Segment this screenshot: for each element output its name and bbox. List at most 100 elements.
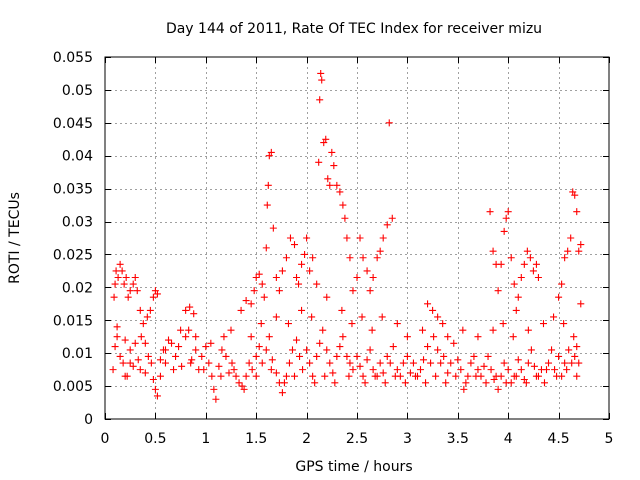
data-point bbox=[265, 333, 273, 341]
data-point bbox=[427, 359, 435, 367]
data-point bbox=[323, 346, 331, 354]
data-point bbox=[110, 293, 118, 301]
data-point bbox=[356, 234, 364, 242]
data-point bbox=[136, 306, 144, 314]
data-point bbox=[388, 214, 396, 222]
data-point bbox=[186, 303, 194, 311]
data-point bbox=[258, 359, 266, 367]
data-point bbox=[500, 227, 508, 235]
data-point bbox=[242, 372, 250, 380]
data-point bbox=[447, 359, 455, 367]
data-point bbox=[242, 297, 250, 305]
data-point bbox=[165, 336, 173, 344]
data-point bbox=[122, 273, 130, 281]
data-point bbox=[336, 188, 344, 196]
data-point bbox=[494, 385, 502, 393]
data-point bbox=[551, 366, 559, 374]
data-point bbox=[577, 241, 585, 249]
data-point bbox=[339, 201, 347, 209]
data-point bbox=[548, 346, 556, 354]
data-point bbox=[293, 273, 301, 281]
data-point bbox=[539, 320, 547, 328]
data-point bbox=[137, 333, 145, 341]
data-point bbox=[389, 343, 397, 351]
data-point bbox=[361, 379, 369, 387]
data-point bbox=[406, 369, 414, 377]
data-point bbox=[129, 362, 137, 370]
data-point bbox=[457, 366, 465, 374]
data-point bbox=[575, 247, 583, 255]
data-point bbox=[269, 224, 277, 232]
data-point bbox=[359, 254, 367, 262]
data-point bbox=[517, 273, 525, 281]
x-tick-label: 3.5 bbox=[447, 431, 469, 447]
data-point bbox=[263, 201, 271, 209]
data-point bbox=[424, 343, 432, 351]
data-point bbox=[301, 250, 309, 258]
y-tick-label: 0.035 bbox=[53, 182, 93, 198]
data-point bbox=[143, 313, 151, 321]
data-point bbox=[434, 313, 442, 321]
data-point bbox=[118, 267, 126, 275]
x-tick-label: 1.5 bbox=[245, 431, 267, 447]
data-point bbox=[272, 273, 280, 281]
data-point bbox=[467, 359, 475, 367]
data-point bbox=[565, 346, 573, 354]
x-tick-label: 4.5 bbox=[547, 431, 569, 447]
data-point bbox=[245, 359, 253, 367]
data-point bbox=[558, 280, 566, 288]
data-point bbox=[264, 181, 272, 189]
data-point bbox=[376, 359, 384, 367]
data-point bbox=[568, 359, 576, 367]
data-point bbox=[363, 356, 371, 364]
data-point bbox=[470, 352, 478, 360]
data-point bbox=[383, 221, 391, 229]
data-point bbox=[369, 273, 377, 281]
data-point bbox=[131, 339, 139, 347]
data-point bbox=[133, 287, 141, 295]
data-point bbox=[330, 162, 338, 170]
data-point bbox=[262, 346, 270, 354]
data-point bbox=[489, 247, 497, 255]
data-point bbox=[116, 352, 124, 360]
data-point bbox=[178, 362, 186, 370]
data-point bbox=[255, 343, 263, 351]
data-point bbox=[212, 395, 220, 403]
data-point bbox=[121, 372, 129, 380]
data-point bbox=[343, 234, 351, 242]
data-point bbox=[399, 359, 407, 367]
data-point bbox=[522, 379, 530, 387]
data-point bbox=[126, 359, 134, 367]
data-point bbox=[120, 280, 128, 288]
data-point bbox=[131, 273, 139, 281]
data-point bbox=[472, 372, 480, 380]
data-point bbox=[502, 214, 510, 222]
x-axis-label: GPS time / hours bbox=[295, 459, 412, 475]
data-point bbox=[530, 362, 538, 370]
data-point bbox=[338, 306, 346, 314]
data-point bbox=[222, 352, 230, 360]
data-point bbox=[296, 352, 304, 360]
data-point bbox=[378, 313, 386, 321]
data-point bbox=[348, 320, 356, 328]
data-point bbox=[532, 260, 540, 268]
data-point bbox=[272, 313, 280, 321]
y-axis: 0 0.005 0.01 0.015 0.02 0.025 0.03 0.035 0.04 0.0… bbox=[53, 50, 609, 428]
data-point bbox=[504, 208, 512, 216]
data-point bbox=[319, 326, 327, 334]
data-point bbox=[379, 234, 387, 242]
data-point bbox=[560, 320, 568, 328]
data-point bbox=[459, 326, 467, 334]
data-point bbox=[299, 366, 307, 374]
data-point bbox=[561, 254, 569, 262]
data-point bbox=[136, 366, 144, 374]
data-point bbox=[268, 356, 276, 364]
data-point bbox=[217, 372, 225, 380]
data-point bbox=[376, 247, 384, 255]
data-point bbox=[190, 310, 198, 318]
data-point bbox=[328, 148, 336, 156]
data-point bbox=[523, 247, 531, 255]
data-point bbox=[333, 352, 341, 360]
data-point bbox=[247, 333, 255, 341]
data-point bbox=[391, 372, 399, 380]
